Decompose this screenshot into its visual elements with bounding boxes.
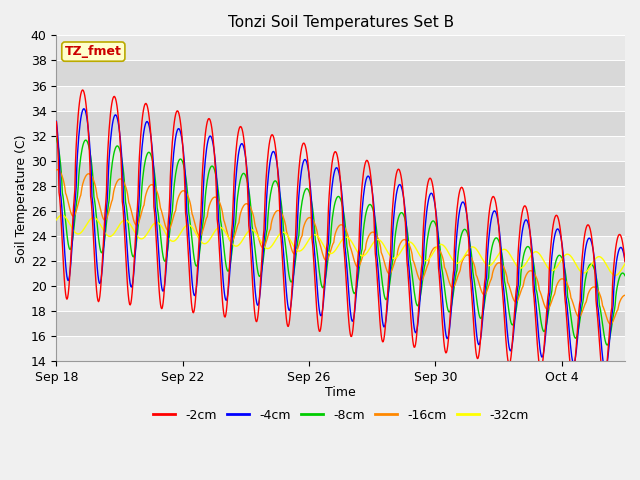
- Bar: [56, 312, 625, 336]
- Y-axis label: Soil Temperature (C): Soil Temperature (C): [15, 134, 28, 263]
- Text: TZ_fmet: TZ_fmet: [65, 45, 122, 58]
- Title: Tonzi Soil Temperatures Set B: Tonzi Soil Temperatures Set B: [228, 15, 454, 30]
- Bar: [56, 110, 625, 136]
- Bar: [56, 211, 625, 236]
- Bar: [56, 161, 625, 186]
- Bar: [56, 186, 625, 211]
- Legend: -2cm, -4cm, -8cm, -16cm, -32cm: -2cm, -4cm, -8cm, -16cm, -32cm: [148, 404, 534, 427]
- Bar: [56, 60, 625, 85]
- Bar: [56, 261, 625, 286]
- Bar: [56, 336, 625, 361]
- Bar: [56, 85, 625, 110]
- Bar: [56, 36, 625, 60]
- Bar: [56, 286, 625, 312]
- Bar: [56, 236, 625, 261]
- Bar: [56, 136, 625, 161]
- X-axis label: Time: Time: [325, 385, 356, 398]
